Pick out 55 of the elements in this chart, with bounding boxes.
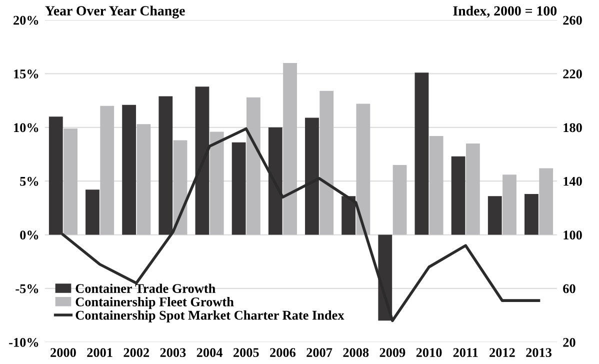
y2-tick-label: 220 [563,70,582,78]
bar [392,164,407,235]
bar [136,124,151,235]
bar [283,62,297,235]
x-tick-label: 2006 [270,348,296,357]
x-tick-label: 2010 [416,348,442,357]
x-tick-label: 2013 [526,348,552,357]
y2-tick-label: 180 [564,123,582,132]
y2-tick-label: 260 [563,16,582,25]
x-tick-label: 2001 [87,348,112,357]
x-tick-label: 2003 [160,348,186,357]
bar [210,132,224,235]
y-tick-label: 0% [20,230,38,240]
x-tick-label: 2011 [453,348,478,357]
bar [502,174,516,235]
legend-label: Container Trade Growth [76,284,216,293]
bar [122,104,136,235]
y-tick-label: 10% [14,123,38,132]
bar [232,142,246,235]
x-tick-label: 2005 [233,348,259,357]
x-tick-label: 2002 [124,348,150,357]
bar [173,140,188,235]
bar [466,144,480,235]
x-tick-label: 2012 [490,348,515,357]
bar [524,194,538,235]
y2-tick-label: 60 [563,284,576,294]
bar [539,168,554,235]
bar [246,97,260,235]
bar [356,104,370,235]
bar [100,106,114,235]
bar [320,90,334,235]
x-tick-label: 2009 [380,348,406,357]
y2-tick-label: 20 [563,338,576,347]
y-tick-label: 20% [14,16,38,25]
y-tick-label: -5% [16,284,38,294]
y-tick-label: 5% [20,176,38,186]
bar [451,156,466,235]
y-axis-title: Year Over Year Change [45,6,185,18]
y-tick-label: -10% [9,338,38,347]
bar [414,72,429,235]
x-tick-label: 2008 [343,348,369,357]
bar [86,190,100,235]
bar [429,136,444,235]
x-tick-label: 2004 [196,348,222,357]
bar [488,196,502,235]
legend-label: Containership Fleet Growth [76,297,234,310]
legend-label: Containership Spot Market Charter Rate Index [76,310,344,322]
bar [64,128,78,235]
y2-axis-title: Index, 2000 = 100 [453,6,557,18]
y2-tick-label: 100 [564,230,582,240]
y-tick-label: 15% [14,70,38,78]
bar [342,196,356,235]
x-tick-label: 2000 [50,348,76,357]
x-tick-label: 2007 [306,348,332,357]
y2-tick-label: 140 [564,176,582,186]
